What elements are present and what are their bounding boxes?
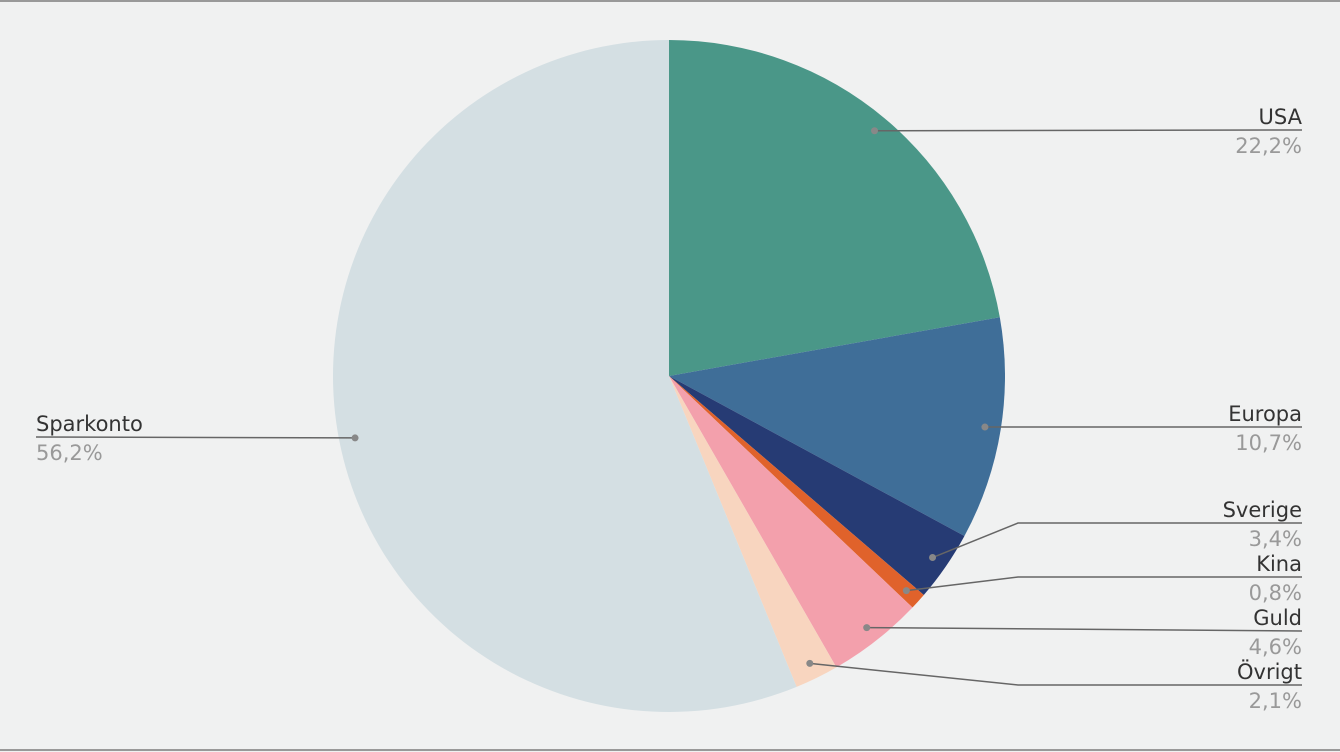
leader-line: [809, 662, 1302, 686]
slice-label: Sparkonto: [36, 412, 143, 436]
leader-line: [35, 436, 356, 439]
slice-value-label: 22,2%: [1235, 134, 1302, 158]
pie-slice: [669, 376, 965, 596]
pie-slice: [669, 376, 837, 687]
slice-value-label: 0,8%: [1249, 581, 1302, 605]
leader-line: [866, 626, 1303, 632]
leader-dot: [806, 659, 814, 667]
pie-slice: [333, 40, 797, 712]
leader-dot: [863, 624, 871, 632]
pie-slice: [669, 376, 924, 608]
slice-label: Övrigt: [1237, 659, 1302, 684]
slice-value-label: 4,6%: [1249, 635, 1302, 659]
pie-slice: [669, 40, 1000, 376]
leader-dot: [871, 127, 879, 135]
slice-value-label: 2,1%: [1249, 689, 1302, 713]
slice-label: Sverige: [1223, 498, 1302, 522]
slice-value-label: 3,4%: [1249, 527, 1302, 551]
leader-line: [906, 576, 1302, 592]
slice-label: Europa: [1228, 402, 1302, 426]
leader-line: [874, 129, 1303, 132]
pie-slice: [669, 317, 1005, 537]
leader-dot: [981, 423, 989, 431]
slice-label: Guld: [1253, 606, 1302, 630]
slice-value-label: 10,7%: [1235, 431, 1302, 455]
leader-line: [932, 522, 1302, 559]
slice-label: Kina: [1256, 552, 1302, 576]
leader-dot: [351, 434, 359, 442]
pie-slice: [669, 376, 913, 668]
leader-dot: [902, 587, 910, 595]
slice-label: USA: [1259, 105, 1303, 129]
leader-dot: [929, 554, 937, 562]
slice-value-label: 56,2%: [36, 441, 103, 465]
